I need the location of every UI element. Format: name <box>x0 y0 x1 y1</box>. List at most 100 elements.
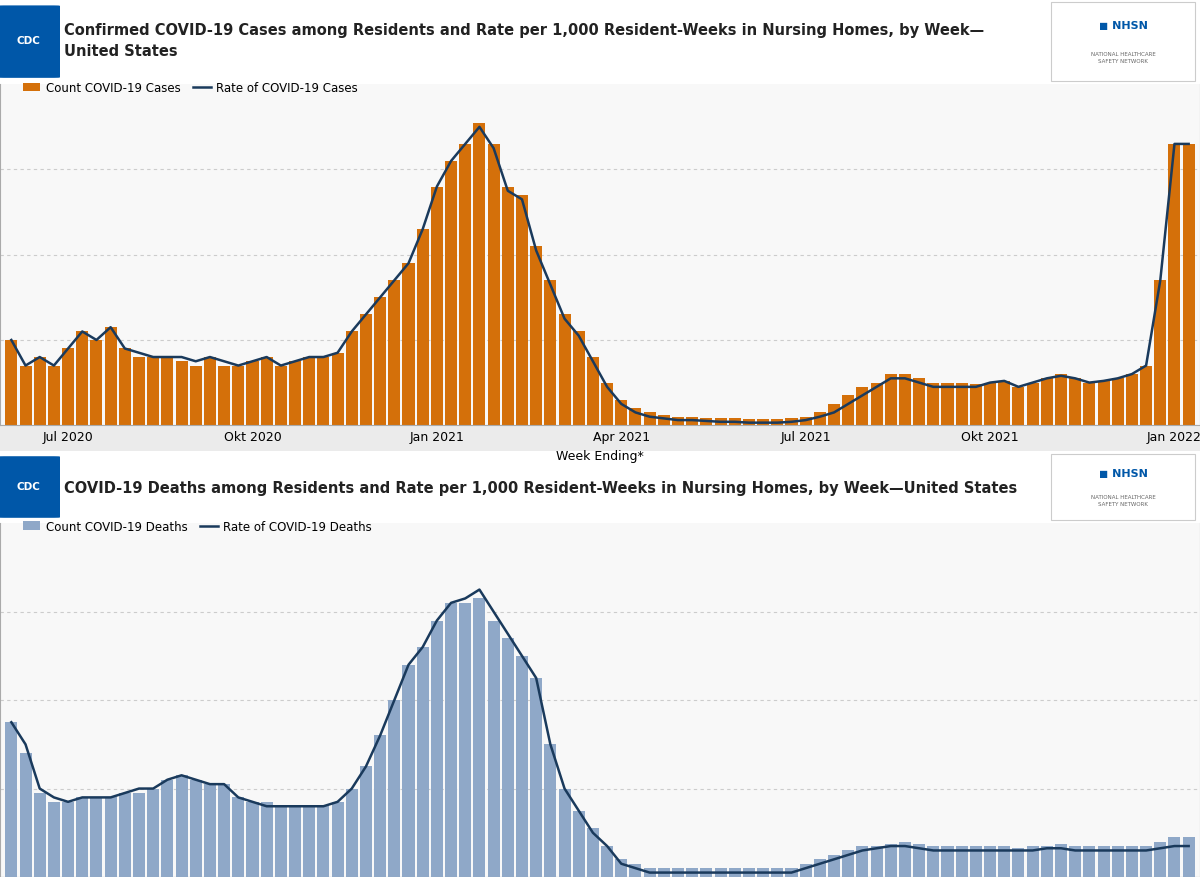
Bar <box>799 417 811 425</box>
Bar <box>672 417 684 425</box>
Bar <box>34 793 46 877</box>
Bar <box>545 745 557 877</box>
Bar <box>331 353 343 425</box>
Bar <box>643 868 655 877</box>
Bar <box>630 409 642 425</box>
Bar <box>1084 383 1096 425</box>
Bar <box>686 868 698 877</box>
Bar <box>161 780 174 877</box>
Bar <box>955 846 967 877</box>
Bar <box>587 829 599 877</box>
Bar <box>360 315 372 425</box>
Bar <box>304 358 316 425</box>
Bar <box>402 665 414 877</box>
Bar <box>870 846 883 877</box>
Bar <box>814 859 826 877</box>
FancyBboxPatch shape <box>1051 454 1195 521</box>
Text: CDC: CDC <box>17 481 41 491</box>
Bar <box>643 413 655 425</box>
Bar <box>275 806 287 877</box>
Bar <box>728 419 740 425</box>
Bar <box>374 298 386 425</box>
Bar <box>572 810 584 877</box>
Bar <box>1126 374 1138 425</box>
Bar <box>5 340 17 425</box>
Bar <box>1154 842 1166 877</box>
Bar <box>1154 281 1166 425</box>
Bar <box>942 846 954 877</box>
Bar <box>204 358 216 425</box>
Bar <box>701 868 713 877</box>
Bar <box>104 797 116 877</box>
Bar <box>360 766 372 877</box>
Bar <box>772 868 784 877</box>
Bar <box>630 864 642 877</box>
Bar <box>77 797 89 877</box>
Bar <box>530 678 542 877</box>
Bar <box>1069 379 1081 425</box>
Text: NATIONAL HEALTHCARE
SAFETY NETWORK: NATIONAL HEALTHCARE SAFETY NETWORK <box>1091 52 1156 64</box>
Bar <box>899 374 911 425</box>
Bar <box>48 366 60 425</box>
Bar <box>601 846 613 877</box>
Bar <box>474 124 486 425</box>
Bar <box>998 381 1010 425</box>
Bar <box>857 388 869 425</box>
Bar <box>870 383 883 425</box>
Bar <box>616 859 628 877</box>
Bar <box>658 868 670 877</box>
Bar <box>884 844 896 877</box>
Bar <box>984 383 996 425</box>
Bar <box>743 420 755 425</box>
Bar <box>1040 846 1052 877</box>
Bar <box>1140 846 1152 877</box>
Bar <box>90 797 102 877</box>
Bar <box>1013 388 1025 425</box>
Bar <box>701 418 713 425</box>
Bar <box>487 145 499 425</box>
Bar <box>148 788 160 877</box>
Bar <box>928 383 940 425</box>
Bar <box>204 784 216 877</box>
Bar <box>1055 374 1067 425</box>
Bar <box>1069 846 1081 877</box>
Bar <box>233 797 245 877</box>
Bar <box>289 362 301 425</box>
Bar <box>1169 838 1181 877</box>
Bar <box>799 864 811 877</box>
Bar <box>416 230 428 425</box>
Bar <box>5 723 17 877</box>
Bar <box>587 358 599 425</box>
Bar <box>19 753 31 877</box>
Bar <box>1026 846 1039 877</box>
Bar <box>119 349 131 425</box>
Bar <box>842 851 854 877</box>
Bar <box>1013 848 1025 877</box>
Bar <box>1126 846 1138 877</box>
Bar <box>1098 381 1110 425</box>
Bar <box>431 188 443 425</box>
Bar <box>857 846 869 877</box>
Bar <box>558 788 570 877</box>
Bar <box>984 846 996 877</box>
Bar <box>148 358 160 425</box>
Bar <box>516 656 528 877</box>
Bar <box>714 868 726 877</box>
Legend: Count COVID-19 Cases, Rate of COVID-19 Cases: Count COVID-19 Cases, Rate of COVID-19 C… <box>18 77 362 100</box>
Bar <box>814 413 826 425</box>
Legend: Count COVID-19 Deaths, Rate of COVID-19 Deaths: Count COVID-19 Deaths, Rate of COVID-19 … <box>18 516 377 538</box>
Bar <box>970 846 982 877</box>
Bar <box>842 396 854 425</box>
Bar <box>1098 846 1110 877</box>
Bar <box>260 358 272 425</box>
Bar <box>530 247 542 425</box>
Bar <box>757 868 769 877</box>
Bar <box>913 844 925 877</box>
Bar <box>1055 844 1067 877</box>
Bar <box>431 621 443 877</box>
Bar <box>416 647 428 877</box>
Bar <box>19 366 31 425</box>
Bar <box>133 793 145 877</box>
Bar <box>1169 145 1181 425</box>
Bar <box>1183 145 1195 425</box>
